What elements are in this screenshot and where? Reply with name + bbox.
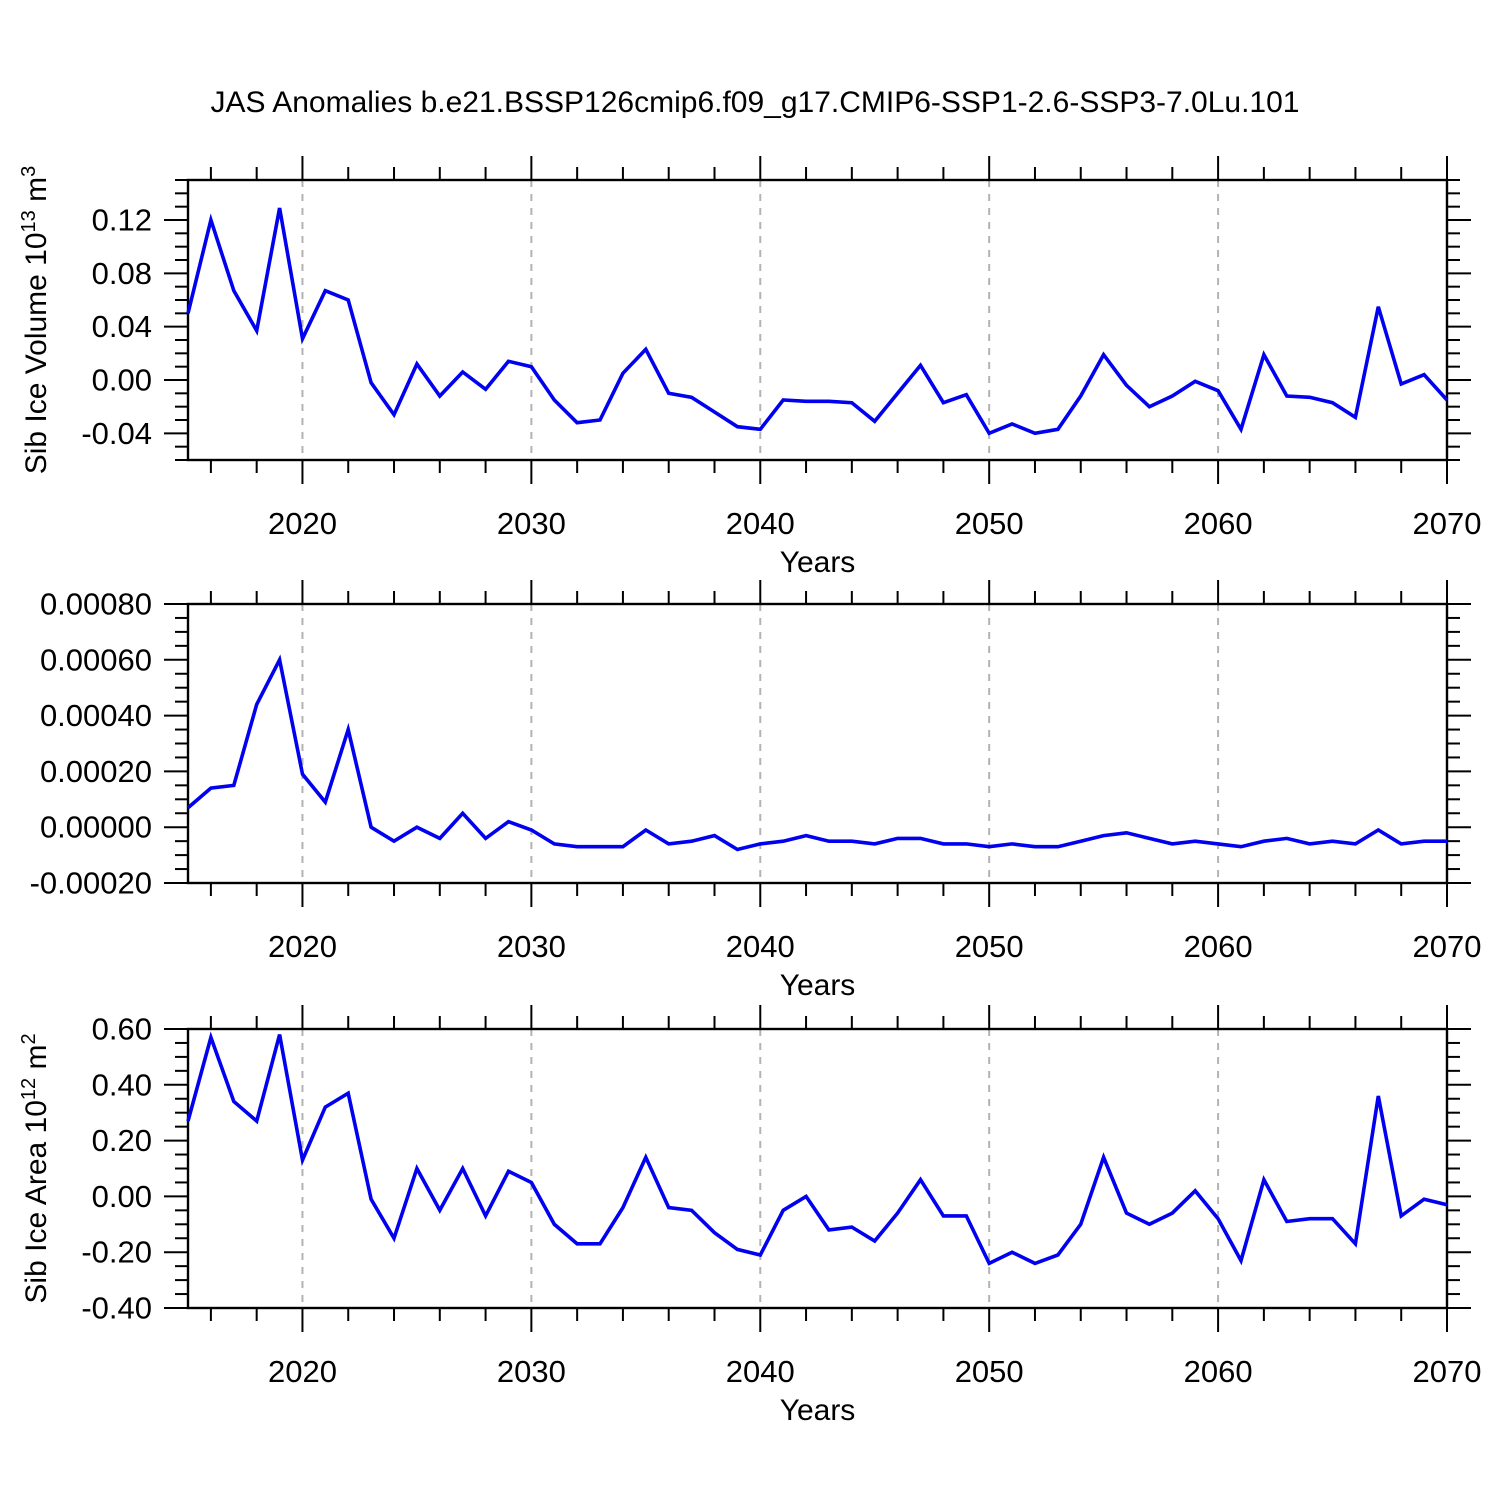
x-tick-label: 2050: [955, 1354, 1024, 1389]
y-tick-label: 0.04: [92, 309, 152, 344]
x-tick-label: 2060: [1184, 1354, 1253, 1389]
y-tick-label: 0.20: [92, 1123, 152, 1158]
middle-series-panel: -0.00020 0.00000 0.00020 0.00040 0.00060 0.00…: [30, 580, 1482, 1002]
x-axis-title: Years: [780, 546, 856, 579]
x-tick-label: 2070: [1413, 929, 1482, 964]
y-tick-label: 0.00060: [40, 642, 152, 677]
plot-frame: [186, 602, 1449, 885]
y-tick-label: 0.12: [92, 203, 152, 238]
x-tick-label: 2030: [497, 1354, 566, 1389]
x-tick-label: 2070: [1413, 1354, 1482, 1389]
x-tick-label: 2020: [268, 1354, 337, 1389]
y-tick-label: 0.00: [92, 1179, 152, 1214]
x-tick-label: 2030: [497, 506, 566, 541]
y-tick-label: 0.40: [92, 1067, 152, 1102]
x-tick-label: 2020: [268, 506, 337, 541]
y-tick-label: 0.00000: [40, 810, 152, 845]
y-tick-label: 0.00080: [40, 587, 152, 622]
x-tick-label: 2030: [497, 929, 566, 964]
x-tick-label: 2050: [955, 506, 1024, 541]
x-tick-label: 2020: [268, 929, 337, 964]
y-tick-label: 0.00020: [40, 754, 152, 789]
y-axis-title: Sib Ice Area 1012 m2: [18, 1033, 53, 1303]
x-axis-title: Years: [780, 969, 856, 1002]
figure-title: JAS Anomalies b.e21.BSSP126cmip6.f09_g17…: [210, 86, 1300, 119]
x-tick-label: 2040: [726, 929, 795, 964]
y-tick-label: -0.00020: [30, 866, 152, 901]
y-tick-label: -0.40: [81, 1291, 152, 1326]
sib-ice-volume-data-line: [186, 207, 1449, 436]
sib-ice-area-data-line: [186, 1031, 1448, 1266]
x-axis-title: Years: [780, 1394, 856, 1427]
y-axis-title: Sib Ice Volume 1013 m3: [18, 166, 53, 475]
sib-ice-volume-panel: -0.04 0.00 0.04 0.08 0.12 2020 2030 2040 2050 206…: [18, 156, 1481, 579]
y-tick-label: 0.00040: [40, 698, 152, 733]
y-tick-label: -0.04: [81, 416, 152, 451]
x-tick-label: 2050: [955, 929, 1024, 964]
y-tick-label: 0.08: [92, 256, 152, 291]
sib-ice-area-panel: -0.40 -0.20 0.00 0.20 0.40 0.60 2020 2030 2040 20…: [18, 1005, 1481, 1427]
x-tick-label: 2070: [1413, 506, 1482, 541]
x-tick-label: 2060: [1184, 506, 1253, 541]
x-tick-label: 2040: [726, 1354, 795, 1389]
y-tick-label: 0.60: [92, 1012, 152, 1047]
middle-series-data-line: [186, 654, 1447, 852]
plot-frame: [186, 178, 1449, 462]
y-tick-label: -0.20: [81, 1235, 152, 1270]
x-tick-label: 2060: [1184, 929, 1253, 964]
y-tick-label: 0.00: [92, 363, 152, 398]
plot-frame: [186, 1027, 1449, 1310]
x-tick-label: 2040: [726, 506, 795, 541]
